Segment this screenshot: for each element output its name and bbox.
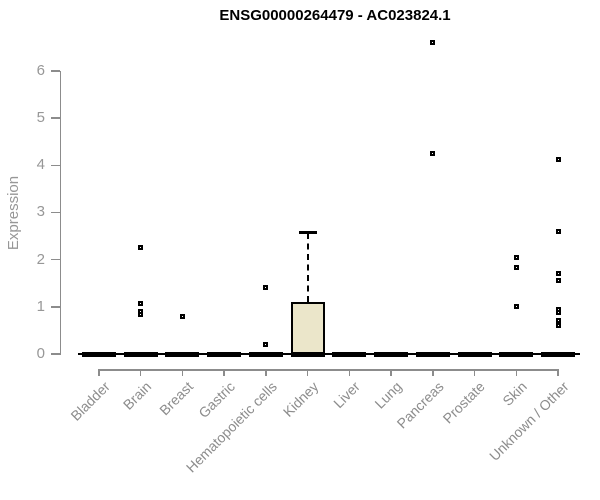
median-bar [374,351,409,357]
whisker-line [306,232,309,303]
y-tick-label: 0 [36,345,45,362]
median-bar [290,351,325,357]
x-category-label: Unknown / Other [486,378,572,464]
outlier-point [555,228,561,234]
outlier-point [138,245,144,251]
x-category-label: Breast [156,378,197,419]
outlier-point [555,310,561,316]
outlier-point [555,156,561,162]
x-axis-tick [139,370,142,376]
y-axis-tick [51,258,60,261]
x-axis-tick [223,370,225,376]
y-axis-tick [51,117,60,119]
median-bar [541,351,576,357]
x-axis-tick [265,370,267,376]
median-bar [165,351,200,357]
box-rect [290,302,325,354]
y-axis-tick [51,353,60,355]
median-bar [457,351,492,357]
median-bar [82,351,116,357]
outlier-point [513,255,519,261]
x-axis-tick [348,370,351,376]
outlier-point [263,342,269,348]
chart-title: ENSG00000264479 - AC023824.1 [219,7,451,24]
whisker-cap [298,231,317,235]
outlier-point [555,317,561,323]
outlier-point [555,271,561,277]
x-axis-line [98,369,560,371]
x-category-label: Kidney [279,378,322,420]
x-axis-tick [390,370,392,376]
outlier-point [513,264,519,270]
x-category-label: Liver [330,378,363,412]
y-tick-label: 4 [36,156,45,174]
outlier-point [179,313,185,319]
outlier-point [430,151,436,157]
median-bar [332,351,367,357]
x-axis-tick [181,370,184,376]
outlier-point [138,300,144,306]
y-axis-tick [51,164,60,167]
y-axis-tick [51,70,60,72]
outlier-point [555,322,561,328]
x-category-label: Brain [119,378,155,413]
y-tick-label: 3 [36,203,45,221]
outlier-point [430,40,436,46]
median-bar [248,351,283,357]
outlier-point [138,312,144,318]
x-category-label: Prostate [440,378,489,427]
x-category-label: Skin [499,378,530,409]
x-category-label: Bladder [67,378,113,424]
median-bar [499,351,534,357]
y-axis-tick [51,211,60,214]
y-axis-tick [51,306,60,308]
x-axis-tick [557,370,559,376]
x-axis-tick [515,370,518,376]
y-tick-label: 1 [36,297,45,315]
x-axis-tick [98,370,100,376]
outlier-point [263,285,269,291]
y-axis-line [59,70,61,355]
x-category-label: Lung [371,378,405,412]
y-tick-label: 5 [36,109,45,127]
median-bar [123,351,158,357]
x-axis-tick [432,370,434,376]
x-axis-tick [306,370,309,376]
outlier-point [513,304,519,310]
y-tick-label: 2 [36,250,45,268]
median-bar [207,351,242,357]
median-bar [415,351,450,357]
y-tick-label: 6 [36,61,45,79]
x-axis-tick [473,370,476,376]
outlier-point [555,278,561,284]
